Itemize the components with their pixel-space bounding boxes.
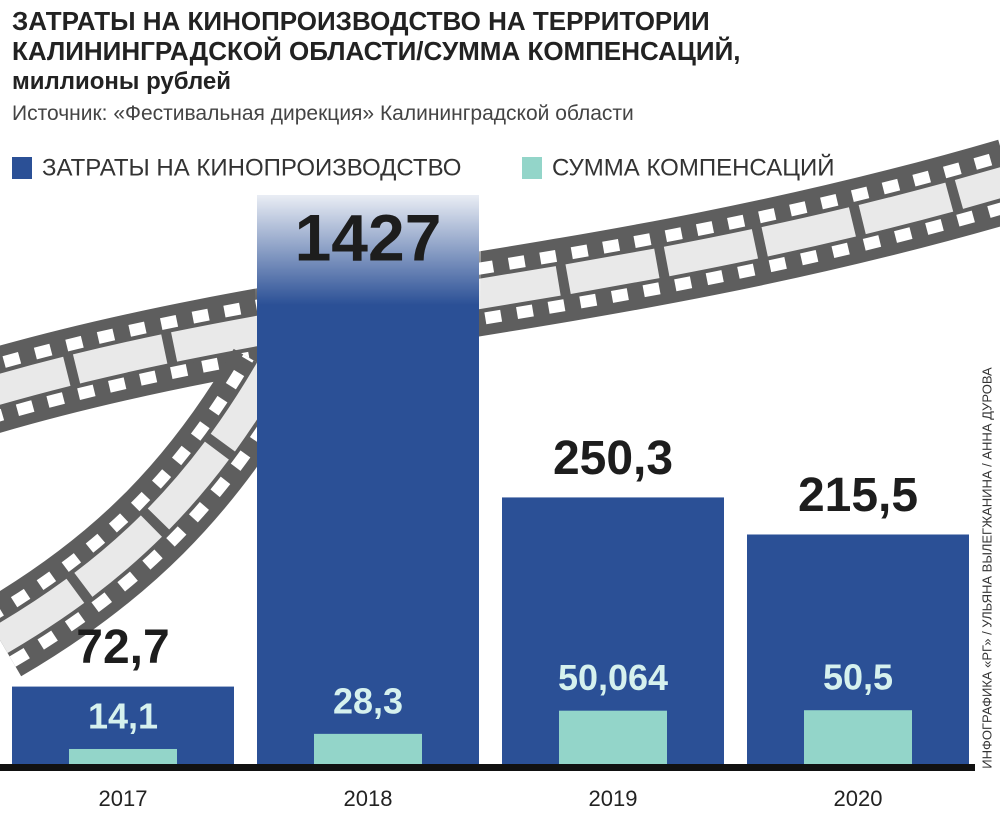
legend-swatch bbox=[522, 157, 542, 179]
value-label: 1427 bbox=[295, 200, 442, 274]
value-label: 50,5 bbox=[823, 657, 893, 698]
x-tick-label: 2017 bbox=[99, 786, 148, 811]
x-tick-label: 2018 bbox=[344, 786, 393, 811]
value-label: 72,7 bbox=[76, 621, 169, 674]
value-label: 215,5 bbox=[798, 469, 918, 522]
bar bbox=[804, 710, 912, 764]
source-note: Источник: «Фестивальная дирекция» Калини… bbox=[12, 102, 634, 125]
legend-label: ЗАТРАТЫ НА КИНОПРОИЗВОДСТВО bbox=[42, 154, 461, 181]
bar-fade bbox=[255, 195, 481, 305]
credit: ИНФОГРАФИКА «РГ» / УЛЬЯНА ВЫЛЕГЖАНИНА / … bbox=[979, 367, 994, 769]
value-label: 14,1 bbox=[88, 695, 158, 736]
bar bbox=[559, 710, 667, 764]
bar bbox=[69, 748, 177, 764]
legend-swatch bbox=[12, 157, 32, 179]
chart-subtitle: миллионы рублей bbox=[12, 68, 232, 95]
value-label: 28,3 bbox=[333, 680, 403, 721]
bar bbox=[314, 733, 422, 764]
chart-title: ЗАТРАТЫ НА КИНОПРОИЗВОДСТВО НА ТЕРРИТОРИ… bbox=[12, 6, 741, 66]
x-tick-label: 2019 bbox=[589, 786, 638, 811]
value-label: 50,064 bbox=[558, 657, 668, 698]
value-label: 250,3 bbox=[553, 432, 673, 485]
bar bbox=[257, 195, 479, 764]
x-tick-label: 2020 bbox=[834, 786, 883, 811]
baseline bbox=[0, 764, 975, 771]
legend-label: СУММА КОМПЕНСАЦИЙ bbox=[552, 153, 834, 181]
